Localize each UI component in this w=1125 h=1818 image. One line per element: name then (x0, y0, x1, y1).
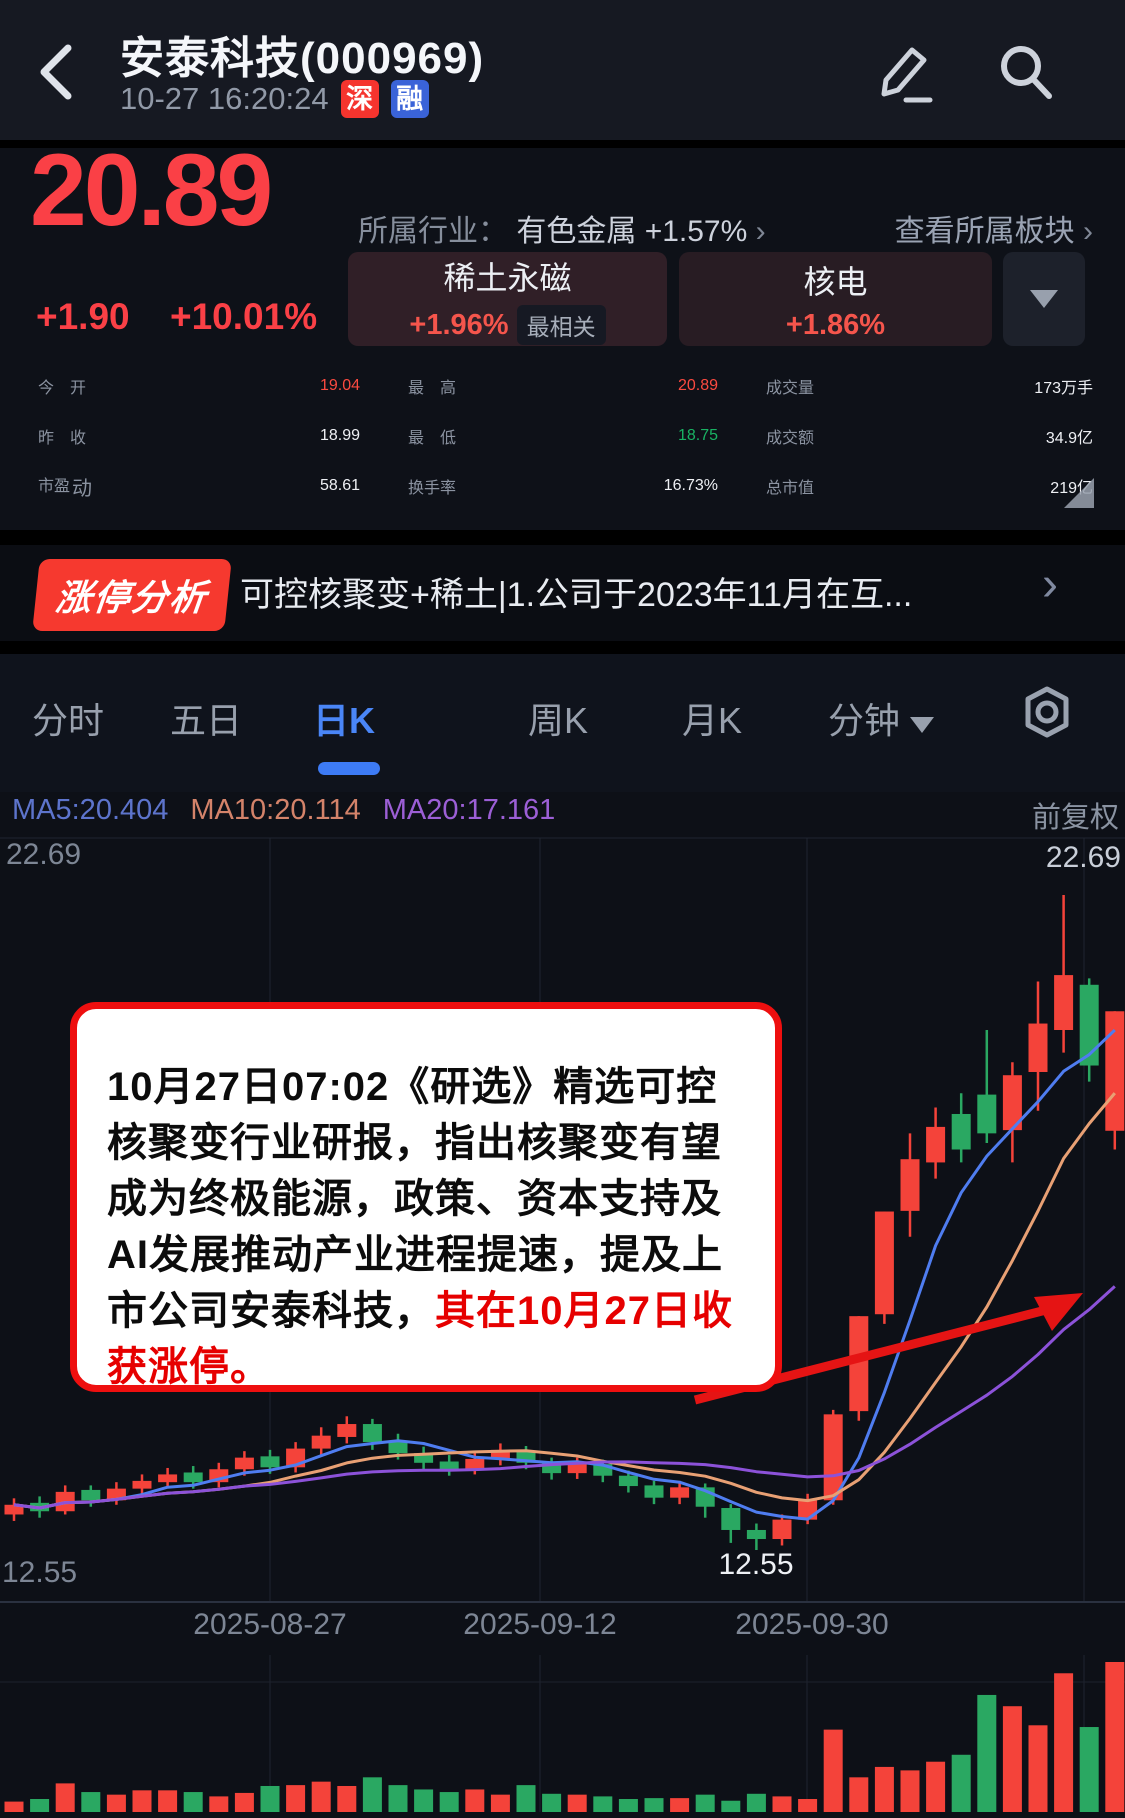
stat-open: 今 开 19.04 (38, 377, 360, 397)
stat-pe-ratio: 市盈动 58.61 (38, 464, 360, 508)
active-tab-underline (318, 762, 380, 775)
x-axis-date-2: 2025-09-12 (463, 1608, 617, 1641)
stat-market-cap: 总市值 219亿 (766, 480, 1093, 497)
stat-volume: 成交量 173万手 (766, 380, 1093, 397)
tab-monthly-k[interactable]: 月K (682, 700, 743, 741)
annotation-callout: 10月27日07:02《研选》精选可控核聚变行业研报，指出核聚变有望成为终极能源… (70, 1002, 782, 1392)
divider (0, 530, 1125, 545)
ma10-value: MA10:20.114 (190, 794, 361, 826)
search-icon[interactable] (995, 42, 1057, 106)
chart-period-tabbar: 分时 五日 日K 周K 月K 分钟 (0, 654, 1125, 792)
stat-prev-close: 昨 收 18.99 (38, 427, 360, 447)
tab-five-day[interactable]: 五日 (170, 700, 243, 741)
ma5-value: MA5:20.404 (12, 794, 169, 826)
industry-row[interactable]: 所属行业： 有色金属 +1.57% › (358, 206, 766, 250)
price-change: +1.90 (36, 296, 130, 337)
industry-label: 所属行业： (358, 215, 508, 248)
annotation-text: 10月27日07:02《研选》精选可控核聚变行业研报，指出核聚变有望成为终极能源… (107, 1065, 723, 1333)
sector-dropdown-button[interactable] (1003, 252, 1085, 346)
tab-daily-k[interactable]: 日K (313, 700, 375, 741)
stat-turnover-amount: 成交额 34.9亿 (766, 430, 1093, 447)
sector-tag-rare-earth[interactable]: 稀土永磁 +1.96% 最相关 (348, 252, 667, 346)
tab-minute-line[interactable]: 分时 (32, 700, 105, 741)
back-icon[interactable] (34, 42, 78, 102)
last-price: 20.89 (30, 133, 273, 247)
y-min-label-left: 12.55 (2, 1556, 78, 1589)
y-max-label-left: 22.69 (6, 838, 82, 871)
quote-timestamp: 10-27 16:20:24 (120, 81, 329, 116)
stock-title: 安泰科技(000969) (120, 34, 485, 83)
divider (0, 641, 1125, 654)
stat-low: 最 低 18.75 (408, 427, 718, 447)
chevron-down-icon (910, 717, 935, 733)
limit-up-analysis-banner[interactable]: 涨停分析 可控核聚变+稀土|1.公司于2023年11月在互... › (0, 545, 1125, 641)
chart-settings-icon[interactable] (1021, 686, 1073, 738)
divider (0, 140, 1125, 148)
ma20-value: MA20:17.161 (382, 794, 556, 826)
x-axis-date-1: 2025-08-27 (193, 1608, 347, 1641)
quote-timestamp-row: 10-27 16:20:24 深 融 (120, 80, 429, 118)
x-axis-date-3: 2025-09-30 (735, 1608, 889, 1641)
most-related-badge: 最相关 (516, 305, 606, 345)
sector-tag-name: 核电 (803, 263, 868, 300)
adjust-mode-label[interactable]: 前复权 (1031, 802, 1119, 834)
price-section: 20.89 +1.90 +10.01% 所属行业： 有色金属 +1.57% › … (0, 133, 1125, 530)
limit-up-analysis-badge: 涨停分析 (32, 559, 232, 631)
view-sector-link[interactable]: 查看所属板块 › (894, 215, 1093, 248)
edit-pencil-icon[interactable] (872, 40, 934, 106)
sector-tag-name: 稀土永磁 (443, 260, 572, 296)
industry-value: 有色金属 (516, 215, 637, 248)
annotation-highlight-text: 其在10月27日收获涨停。 (107, 1289, 733, 1389)
expand-stats-icon[interactable] (1064, 478, 1094, 508)
pe-dynamic-superscript: 动 (72, 477, 93, 500)
sector-tag-pct: +1.96% (409, 308, 509, 341)
chevron-right-icon: › (1083, 215, 1093, 248)
chevron-right-icon: › (755, 215, 766, 248)
price-change-pct: +10.01% (170, 296, 318, 337)
limit-up-analysis-text: 可控核聚变+稀土|1.公司于2023年11月在互... (240, 576, 913, 614)
ma-legend: MA5:20.404 MA10:20.114 MA20:17.161 (12, 794, 555, 827)
stat-high: 最 高 20.89 (408, 377, 718, 397)
y-max-label-right: 22.69 (1045, 841, 1121, 874)
min-price-marker: 12.55 (718, 1548, 794, 1581)
sector-tag-nuclear[interactable]: 核电 +1.86% (679, 252, 992, 346)
industry-pct: +1.57% (644, 215, 748, 248)
market-badge-shen: 深 (340, 80, 379, 118)
chevron-right-icon: › (1042, 558, 1058, 611)
tab-minutes-dropdown[interactable]: 分钟 (828, 692, 935, 744)
sector-tag-pct: +1.86% (785, 308, 886, 341)
header: 安泰科技(000969) 10-27 16:20:24 深 融 (0, 0, 1125, 140)
margin-badge-rong: 融 (390, 80, 429, 118)
stat-turnover-rate: 换手率 16.73% (408, 477, 718, 497)
chevron-down-icon (1030, 290, 1058, 308)
tab-weekly-k[interactable]: 周K (528, 700, 589, 741)
